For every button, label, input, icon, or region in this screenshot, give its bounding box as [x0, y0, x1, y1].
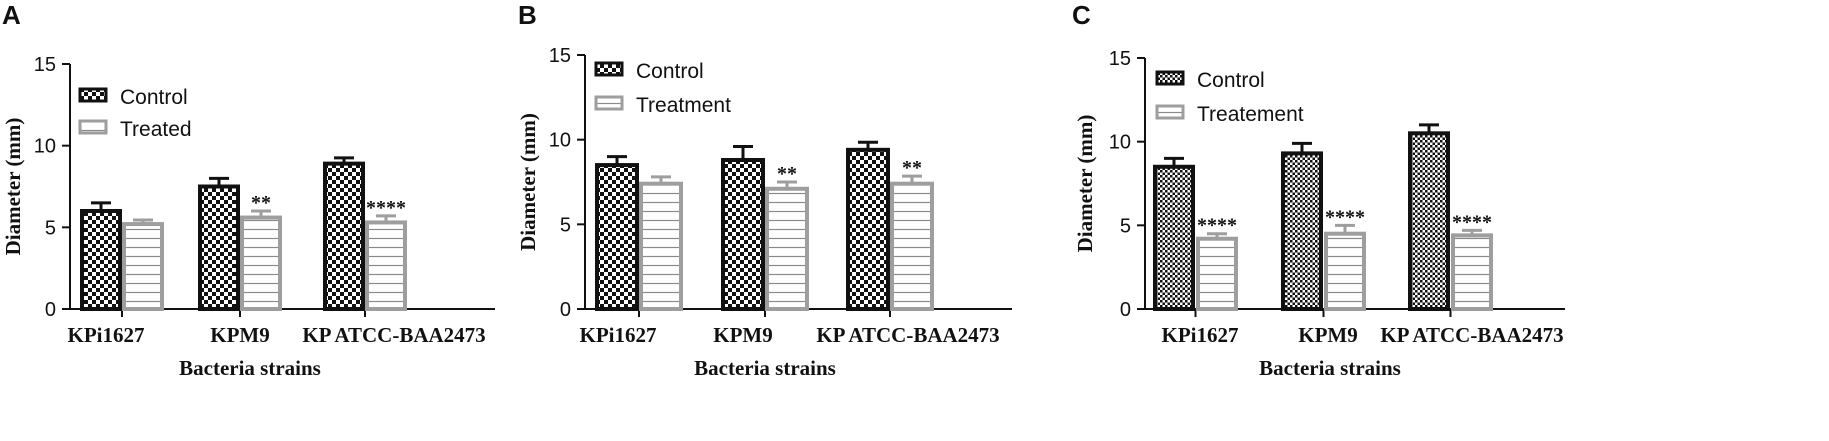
y-tick-label: 15 [549, 45, 571, 67]
legend: Control Treated [78, 86, 192, 141]
significance-label: **** [366, 197, 406, 219]
y-tick-label: 10 [34, 136, 56, 158]
bar-treated [765, 186, 809, 311]
bar-treated [1196, 236, 1238, 311]
legend-swatch-control [1155, 70, 1185, 86]
bar-treated [240, 215, 282, 312]
bar-control [323, 161, 365, 311]
y-axis-title: Diameter (mm) [1, 118, 25, 256]
x-tick-label: KPM9 [713, 323, 772, 347]
legend: Control Treatment [594, 60, 731, 117]
x-tick-label: KPM9 [210, 323, 269, 347]
significance-label: **** [1325, 206, 1365, 228]
x-tick-label: KP ATCC-BAA2473 [302, 323, 485, 347]
panel-letter: C [1072, 0, 1091, 30]
legend-label: Treatment [636, 94, 731, 117]
significance-label: ** [251, 192, 271, 214]
legend-swatch-control [594, 61, 624, 77]
x-tick-label: KPi1627 [1162, 323, 1239, 347]
chart-panel-b: B 0 5 10 15 ** ** KPi1627 KPM9 KP ATCC-BAA2473 Bac… [516, 0, 1012, 380]
bar-control [1281, 151, 1323, 311]
bar-control [721, 157, 765, 311]
panel-letter: B [518, 0, 537, 30]
y-tick-label: 0 [1120, 299, 1131, 321]
y-tick-label: 0 [45, 299, 56, 321]
chart-panel-c: C 0 5 10 15 **** **** **** KPi1627 KPM9 KP ATCC-BA… [1072, 0, 1565, 380]
bar-control [595, 163, 639, 311]
bar-control [1153, 164, 1195, 311]
panel-letter: A [2, 0, 21, 30]
y-tick-label: 5 [45, 217, 56, 239]
bar-treated [365, 220, 407, 311]
bar-control [198, 184, 240, 311]
y-axis-title: Diameter (mm) [516, 113, 540, 251]
x-tick-label: KP ATCC-BAA2473 [1380, 323, 1563, 347]
legend-label: Control [636, 60, 704, 83]
y-tick-label: 0 [560, 299, 571, 321]
legend-label: Treatement [1197, 103, 1304, 126]
y-tick-label: 15 [1109, 48, 1131, 70]
x-axis-title: Bacteria strains [1259, 356, 1401, 380]
legend-label: Treated [120, 118, 192, 141]
bar-control [1408, 131, 1450, 311]
y-tick-label: 5 [560, 214, 571, 236]
significance-label: **** [1452, 211, 1492, 233]
bar-control [846, 147, 890, 311]
x-tick-label: KPM9 [1298, 323, 1357, 347]
bar-treated [122, 222, 164, 311]
legend-label: Control [1197, 69, 1265, 92]
y-tick-label: 5 [1120, 215, 1131, 237]
legend: Control Treatement [1155, 69, 1304, 126]
x-tick-label: KPi1627 [580, 323, 657, 347]
bar-treated [1451, 233, 1493, 311]
x-tick-label: KP ATCC-BAA2473 [816, 323, 999, 347]
x-axis-title: Bacteria strains [179, 356, 321, 380]
y-axis-title: Diameter (mm) [1073, 115, 1097, 253]
legend-swatch-treated [594, 95, 624, 111]
x-tick-label: KPi1627 [68, 323, 145, 347]
legend-swatch-treated [78, 119, 108, 135]
legend-label: Control [120, 86, 188, 109]
legend-swatch-treated [1155, 104, 1185, 120]
bar-treated [890, 181, 934, 311]
x-axis-title: Bacteria strains [694, 356, 836, 380]
y-tick-label: 10 [549, 130, 571, 152]
bar-treated [639, 181, 683, 311]
bar-control [80, 209, 122, 311]
legend-swatch-control [78, 87, 108, 103]
y-tick-label: 15 [34, 54, 56, 76]
bar-treated [1324, 231, 1366, 311]
significance-label: ** [902, 157, 922, 179]
y-tick-label: 10 [1109, 132, 1131, 154]
significance-label: ** [777, 163, 797, 185]
significance-label: **** [1197, 215, 1237, 237]
